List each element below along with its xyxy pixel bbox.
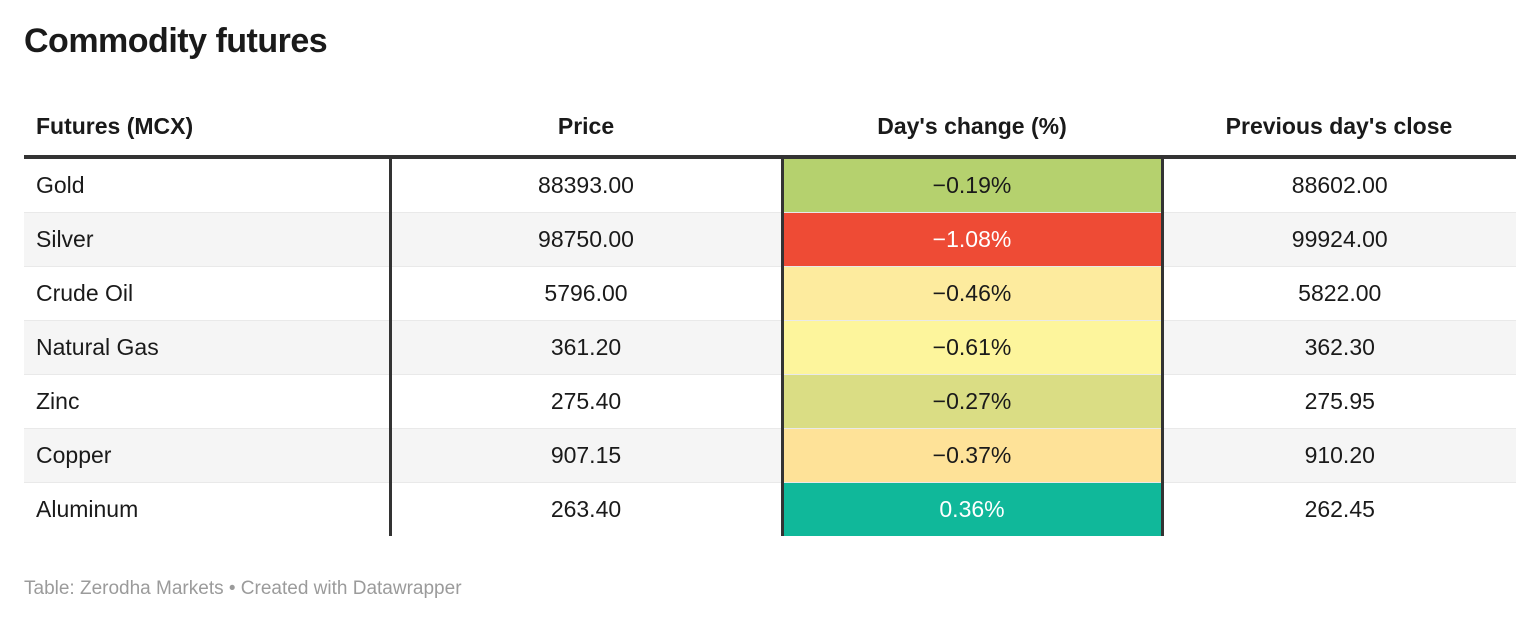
cell-future-name: Silver bbox=[24, 212, 392, 267]
cell-future-name: Crude Oil bbox=[24, 266, 392, 321]
attribution-footer: Table: Zerodha Markets • Created with Da… bbox=[24, 578, 462, 599]
cell-prev-close: 99924.00 bbox=[1162, 212, 1516, 267]
cell-future-name: Natural Gas bbox=[24, 320, 392, 375]
cell-future-name: Gold bbox=[24, 157, 392, 213]
cell-days-change: −0.19% bbox=[780, 157, 1164, 213]
cell-prev-close: 5822.00 bbox=[1162, 266, 1516, 321]
table-body: Gold 88393.00 −0.19% 88602.00 Silver 987… bbox=[24, 157, 1516, 536]
cell-prev-close: 88602.00 bbox=[1162, 157, 1516, 213]
page-title: Commodity futures bbox=[24, 22, 328, 60]
cell-days-change: 0.36% bbox=[780, 482, 1164, 536]
cell-future-name: Zinc bbox=[24, 374, 392, 429]
cell-days-change: −0.27% bbox=[780, 374, 1164, 429]
table-row: Aluminum 263.40 0.36% 262.45 bbox=[24, 482, 1516, 536]
cell-prev-close: 910.20 bbox=[1162, 428, 1516, 483]
cell-days-change: −0.61% bbox=[780, 320, 1164, 375]
cell-price: 263.40 bbox=[550, 496, 622, 522]
table-header: Futures (MCX) Price Day's change (%) Pre… bbox=[24, 97, 1516, 159]
cell-price: 5796.00 bbox=[390, 266, 782, 321]
commodity-futures-table: Futures (MCX) Price Day's change (%) Pre… bbox=[24, 97, 1516, 536]
cell-days-change: −0.37% bbox=[780, 428, 1164, 483]
table-row: Zinc 275.40 −0.27% 275.95 bbox=[24, 374, 1516, 429]
cell-prev-close: 362.30 bbox=[1162, 320, 1516, 375]
cell-future-name: Copper bbox=[24, 428, 392, 483]
cell-price: 907.15 bbox=[390, 428, 782, 483]
col-header-futures: Futures (MCX) bbox=[24, 97, 390, 159]
cell-price: 361.20 bbox=[390, 320, 782, 375]
col-header-prev-close: Previous day's close bbox=[1162, 97, 1516, 159]
table-row: Gold 88393.00 −0.19% 88602.00 bbox=[24, 157, 1516, 213]
cell-price: 98750.00 bbox=[390, 212, 782, 267]
col-header-price: Price bbox=[390, 97, 782, 159]
cell-prev-close: 262.45 bbox=[1304, 496, 1375, 522]
table-row: Crude Oil 5796.00 −0.46% 5822.00 bbox=[24, 266, 1516, 321]
table-row: Copper 907.15 −0.37% 910.20 bbox=[24, 428, 1516, 483]
col-header-change: Day's change (%) bbox=[782, 97, 1162, 159]
table-row: Natural Gas 361.20 −0.61% 362.30 bbox=[24, 320, 1516, 375]
table-row: Silver 98750.00 −1.08% 99924.00 bbox=[24, 212, 1516, 267]
cell-prev-close: 275.95 bbox=[1162, 374, 1516, 429]
cell-days-change: −0.46% bbox=[780, 266, 1164, 321]
cell-future-name: Aluminum bbox=[24, 482, 392, 536]
cell-price: 88393.00 bbox=[390, 157, 782, 213]
header-row: Futures (MCX) Price Day's change (%) Pre… bbox=[24, 97, 1516, 159]
cell-days-change: −1.08% bbox=[780, 212, 1164, 267]
cell-price: 275.40 bbox=[390, 374, 782, 429]
